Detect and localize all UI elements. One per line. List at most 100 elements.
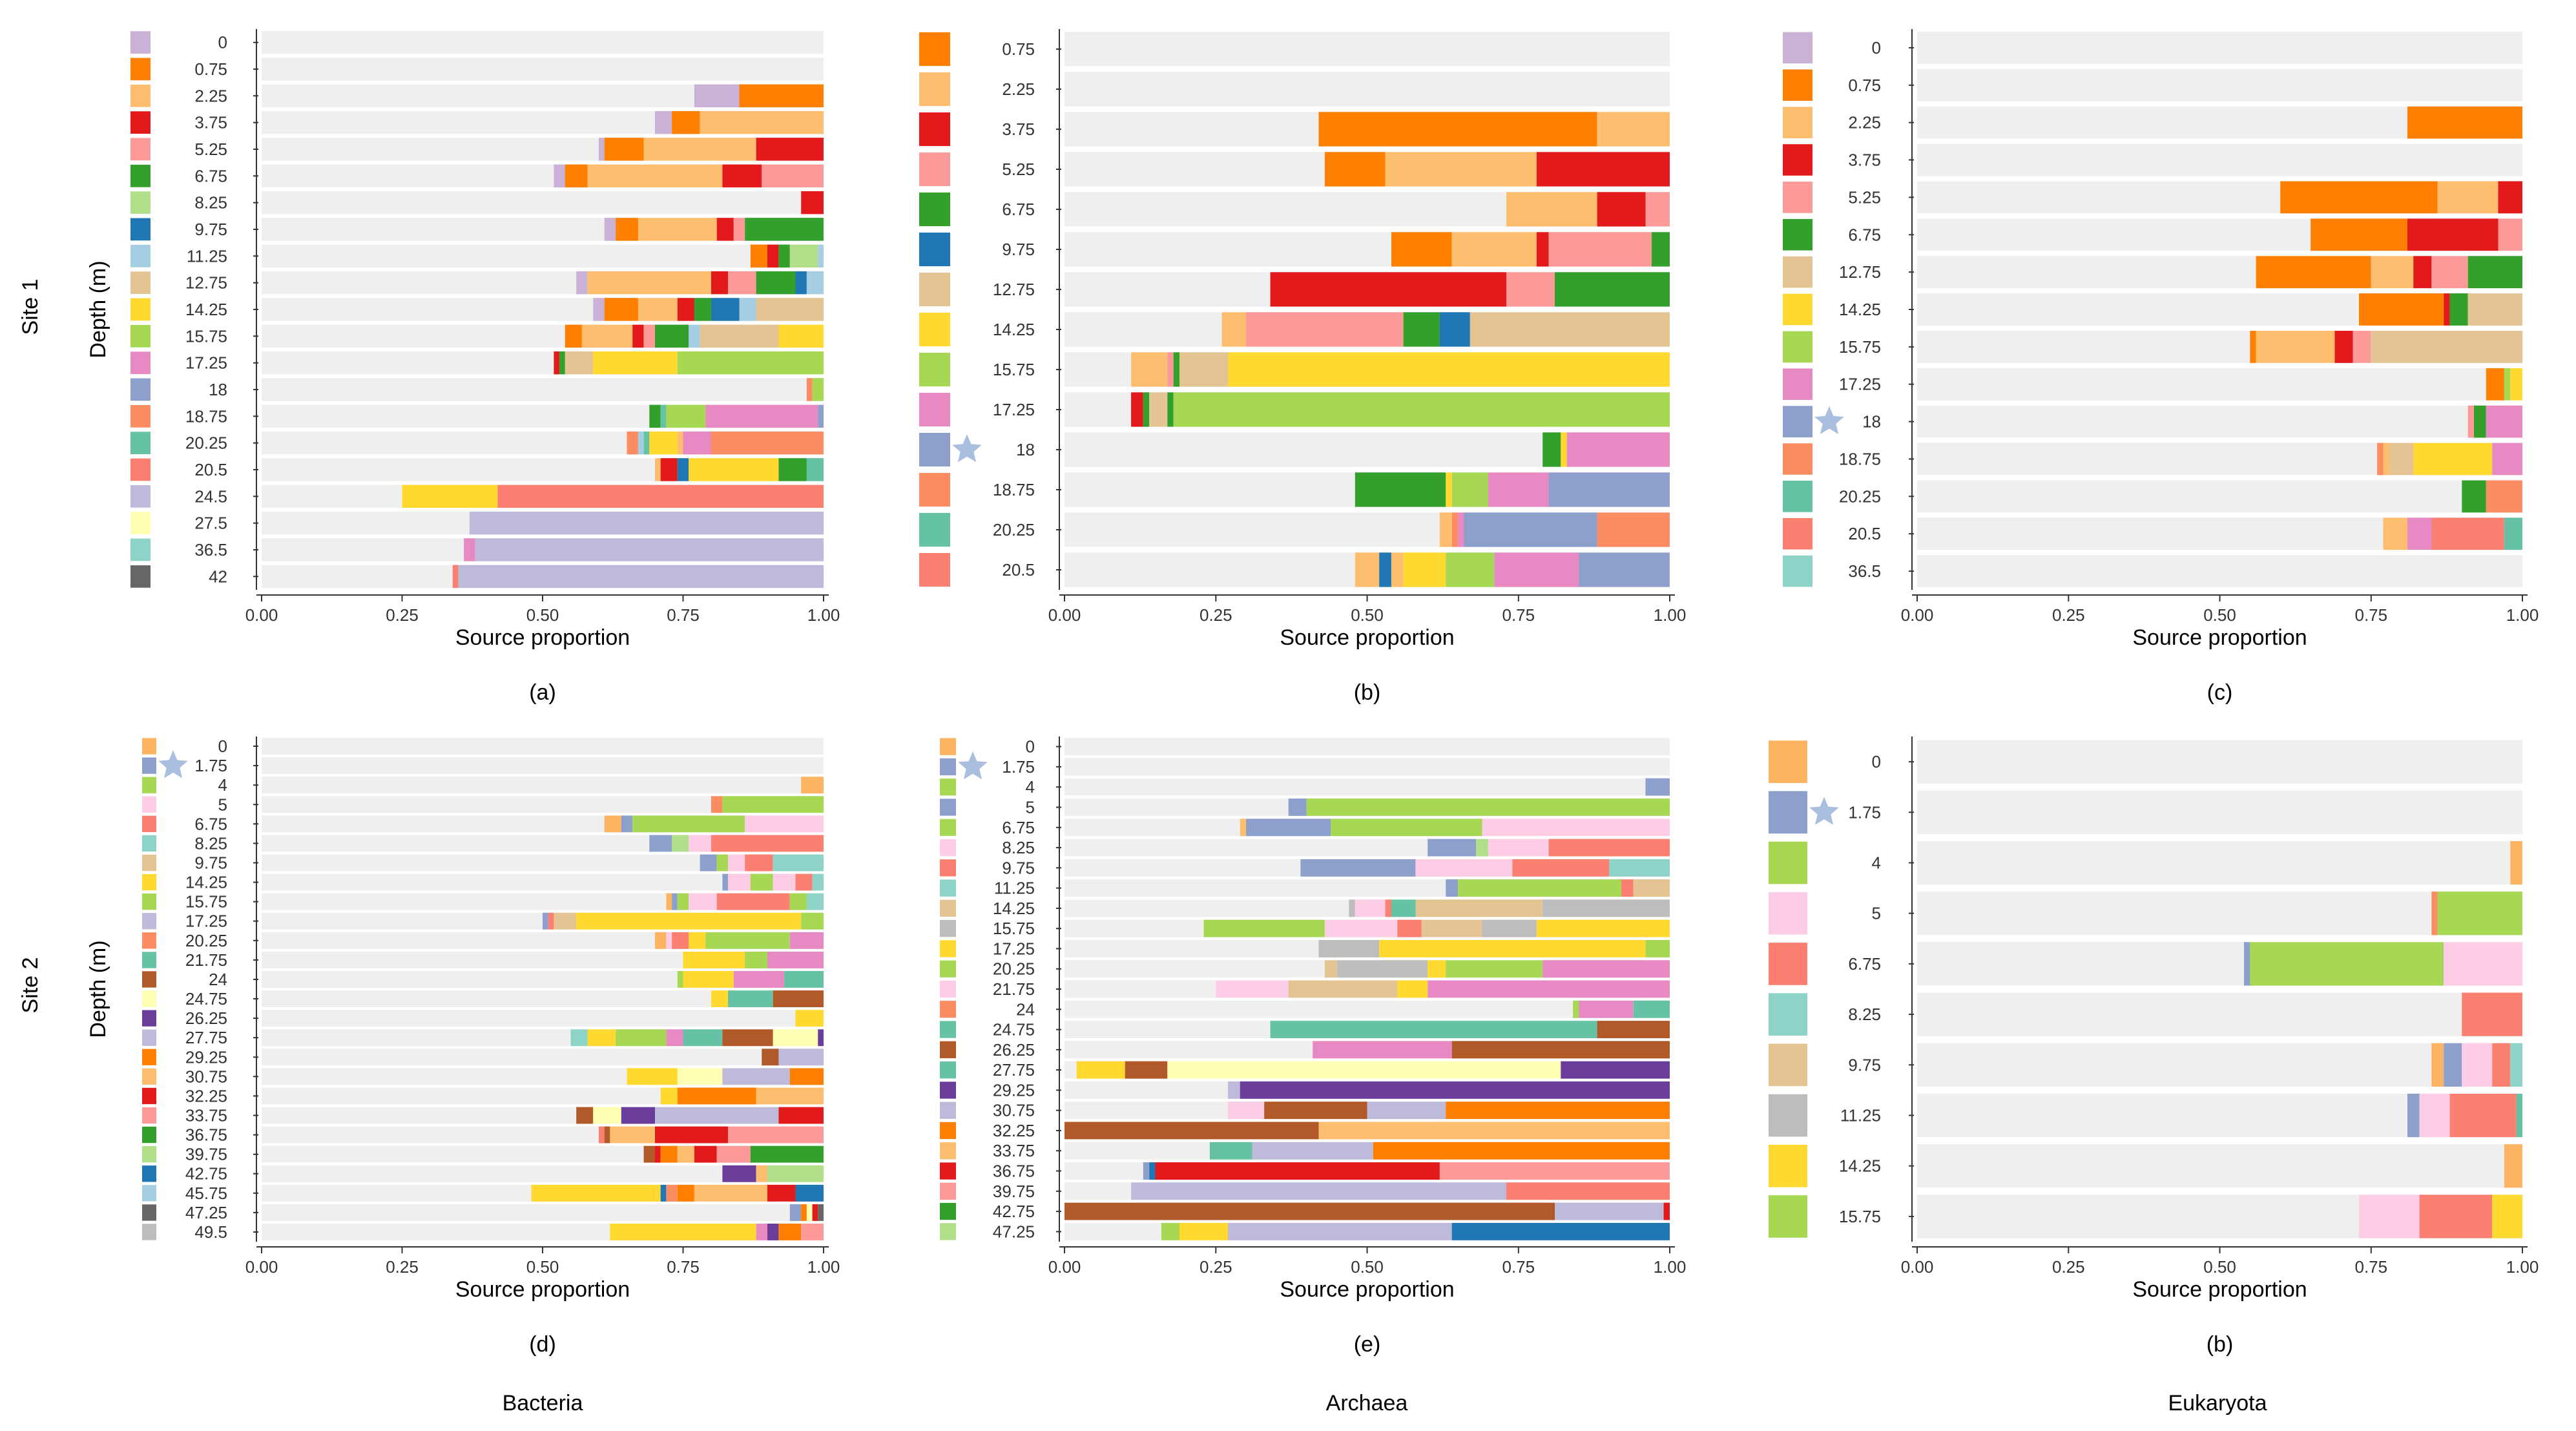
domain-label-eukaryota: Eukaryota: [2168, 1391, 2267, 1415]
bar-segment: [784, 971, 824, 988]
bar-segment: [1573, 1000, 1579, 1018]
bar-segment: [576, 1107, 594, 1124]
site2-label: Site 2: [18, 957, 43, 1014]
legend-swatch: [1769, 841, 1807, 884]
bar-segment: [1167, 1061, 1561, 1079]
bar-segment: [801, 777, 824, 794]
legend-swatch: [940, 799, 956, 816]
bar-segment: [2407, 218, 2498, 251]
legend-swatch: [919, 553, 950, 587]
depth-tick-label: 0: [1872, 38, 1881, 57]
legend-swatch: [130, 138, 151, 161]
bar-segment: [773, 990, 824, 1007]
depth-tick-label: 9.75: [1002, 240, 1035, 259]
bar-segment: [576, 912, 802, 930]
background-bar: [1917, 1144, 2522, 1188]
bar-segment: [1451, 512, 1459, 547]
legend-swatch: [142, 1204, 156, 1221]
bar-segment: [660, 404, 667, 428]
bar-segment: [2371, 256, 2414, 289]
bar-segment: [604, 298, 638, 321]
legend-swatch: [919, 513, 950, 547]
depth-tick-label: 5.25: [194, 140, 227, 159]
legend-swatch: [142, 738, 156, 755]
bar-segment: [1264, 1102, 1367, 1120]
bar-segment: [1482, 919, 1537, 937]
depth-tick-label: 36.5: [194, 540, 227, 559]
legend-swatch: [919, 32, 950, 67]
legend-swatch: [142, 1029, 156, 1046]
legend-swatch: [142, 757, 156, 774]
legend-swatch: [940, 1223, 956, 1240]
y-axis-title: Depth (m): [86, 260, 110, 358]
depth-tick-label: 27.75: [993, 1060, 1035, 1080]
bar-segment: [2431, 256, 2468, 289]
background-bar: [1065, 32, 1670, 67]
legend-swatch: [940, 1061, 956, 1079]
bar-segment: [1221, 312, 1247, 347]
bar-segment: [683, 431, 711, 455]
bar-segment: [2311, 218, 2407, 251]
bar-segment: [1355, 552, 1380, 587]
bar-segment: [1561, 1061, 1670, 1079]
bar-segment: [621, 815, 633, 833]
legend-swatch: [940, 1102, 956, 1119]
depth-tick-label: 20.25: [185, 931, 227, 950]
legend-swatch: [130, 165, 151, 187]
legend-swatch: [1783, 517, 1813, 550]
bar-segment: [1536, 232, 1549, 267]
panel-label: (c): [2207, 680, 2233, 705]
bar-segment: [1446, 472, 1452, 507]
bar-segment: [599, 138, 605, 161]
bar-segment: [2389, 443, 2414, 475]
bar-segment: [497, 485, 824, 508]
legend-swatch: [130, 218, 151, 241]
bar-segment: [2504, 368, 2511, 401]
star-icon: [158, 750, 188, 778]
panel-5: 0 1.75 4 5 6.75 8.25 9.75 11.25 14.25 15.75 0.00 0.…: [1769, 736, 2539, 1357]
site1-label: Site 1: [18, 279, 43, 335]
bar-segment: [1397, 980, 1428, 998]
bar-segment: [1428, 839, 1477, 857]
bar-segment: [818, 244, 824, 268]
depth-tick-label: 0: [1872, 752, 1881, 771]
bar-segment: [649, 431, 678, 455]
background-bar: [262, 244, 824, 268]
bar-segment: [1421, 919, 1482, 937]
bar-segment: [2449, 293, 2468, 326]
bar-segment: [604, 138, 644, 161]
bar-segment: [627, 431, 638, 455]
depth-tick-label: 18.75: [1839, 450, 1881, 469]
bar-segment: [767, 1224, 779, 1240]
depth-tick-label: 17.25: [185, 353, 227, 373]
depth-tick-label: 32.25: [993, 1121, 1035, 1140]
bar-segment: [778, 1049, 824, 1066]
legend-swatch: [130, 565, 151, 588]
bar-segment: [1633, 879, 1670, 897]
x-tick-label: 0.75: [667, 605, 700, 625]
bar-segment: [1270, 272, 1506, 307]
x-tick-label: 0.50: [2203, 1257, 2236, 1277]
x-tick-label: 0.00: [1901, 605, 1934, 625]
x-tick-label: 1.00: [807, 1257, 840, 1277]
depth-tick-label: 17.25: [1839, 375, 1881, 394]
depth-tick-label: 6.75: [1002, 200, 1035, 219]
legend-swatch: [130, 57, 151, 81]
bar-segment: [2250, 942, 2444, 986]
x-tick-label: 0.00: [245, 605, 278, 625]
bar-segment: [801, 191, 824, 214]
legend-swatch: [1783, 443, 1813, 475]
bar-segment: [2444, 942, 2522, 986]
star-icon: [1809, 797, 1839, 825]
bar-segment: [610, 1126, 655, 1144]
legend-swatch: [1783, 368, 1813, 400]
bar-segment: [660, 1145, 678, 1163]
bar-segment: [1161, 1222, 1179, 1240]
depth-tick-label: 14.25: [1839, 1156, 1881, 1176]
bar-segment: [1143, 392, 1150, 427]
bar-segment: [1597, 112, 1670, 147]
legend-swatch: [1783, 406, 1813, 437]
depth-tick-label: 6.75: [1848, 225, 1881, 244]
panel-label: (d): [529, 1332, 556, 1357]
depth-tick-label: 0.75: [1002, 39, 1035, 59]
